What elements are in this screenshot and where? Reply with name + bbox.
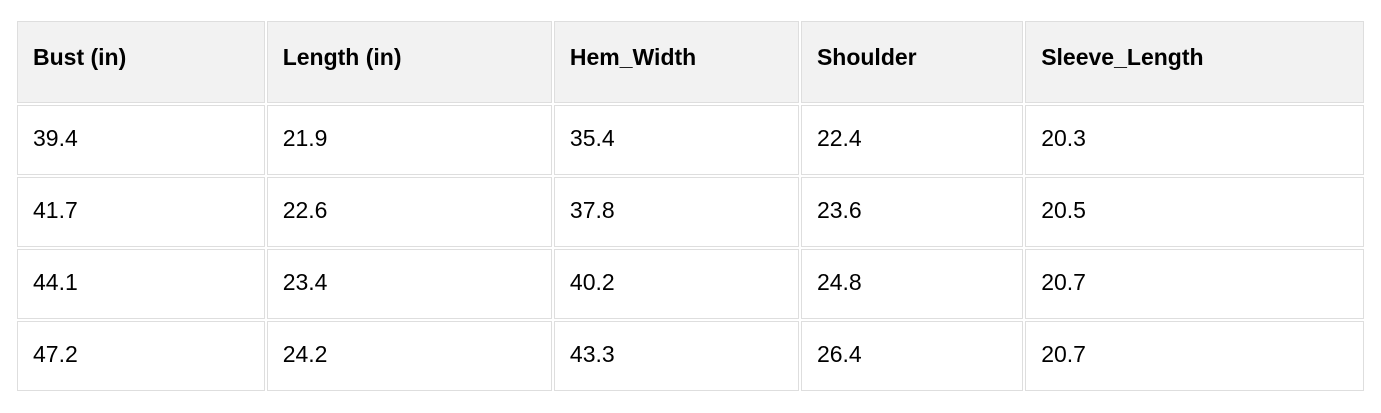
cell-sleeve-length: 20.5 bbox=[1025, 177, 1364, 247]
column-header-hem-width: Hem_Width bbox=[553, 21, 799, 103]
column-header-length: Length (in) bbox=[266, 21, 552, 103]
table-row: 47.2 24.2 43.3 26.4 20.7 bbox=[17, 321, 1364, 391]
cell-length: 21.9 bbox=[266, 105, 552, 175]
cell-shoulder: 24.8 bbox=[800, 249, 1024, 319]
cell-sleeve-length: 20.7 bbox=[1025, 249, 1364, 319]
size-chart: Bust (in) Length (in) Hem_Width Shoulder… bbox=[15, 19, 1366, 393]
header-row: Bust (in) Length (in) Hem_Width Shoulder… bbox=[17, 21, 1364, 103]
cell-sleeve-length: 20.3 bbox=[1025, 105, 1364, 175]
cell-sleeve-length: 20.7 bbox=[1025, 321, 1364, 391]
column-header-bust: Bust (in) bbox=[17, 21, 265, 103]
size-chart-table: Bust (in) Length (in) Hem_Width Shoulder… bbox=[15, 19, 1366, 393]
cell-bust: 39.4 bbox=[17, 105, 265, 175]
cell-bust: 44.1 bbox=[17, 249, 265, 319]
cell-hem-width: 35.4 bbox=[553, 105, 799, 175]
cell-length: 22.6 bbox=[266, 177, 552, 247]
column-header-sleeve-length: Sleeve_Length bbox=[1025, 21, 1364, 103]
cell-bust: 41.7 bbox=[17, 177, 265, 247]
table-row: 44.1 23.4 40.2 24.8 20.7 bbox=[17, 249, 1364, 319]
cell-hem-width: 43.3 bbox=[553, 321, 799, 391]
cell-length: 23.4 bbox=[266, 249, 552, 319]
table-row: 41.7 22.6 37.8 23.6 20.5 bbox=[17, 177, 1364, 247]
table-row: 39.4 21.9 35.4 22.4 20.3 bbox=[17, 105, 1364, 175]
column-header-shoulder: Shoulder bbox=[800, 21, 1024, 103]
cell-length: 24.2 bbox=[266, 321, 552, 391]
cell-hem-width: 40.2 bbox=[553, 249, 799, 319]
cell-shoulder: 22.4 bbox=[800, 105, 1024, 175]
cell-shoulder: 23.6 bbox=[800, 177, 1024, 247]
cell-hem-width: 37.8 bbox=[553, 177, 799, 247]
cell-bust: 47.2 bbox=[17, 321, 265, 391]
cell-shoulder: 26.4 bbox=[800, 321, 1024, 391]
